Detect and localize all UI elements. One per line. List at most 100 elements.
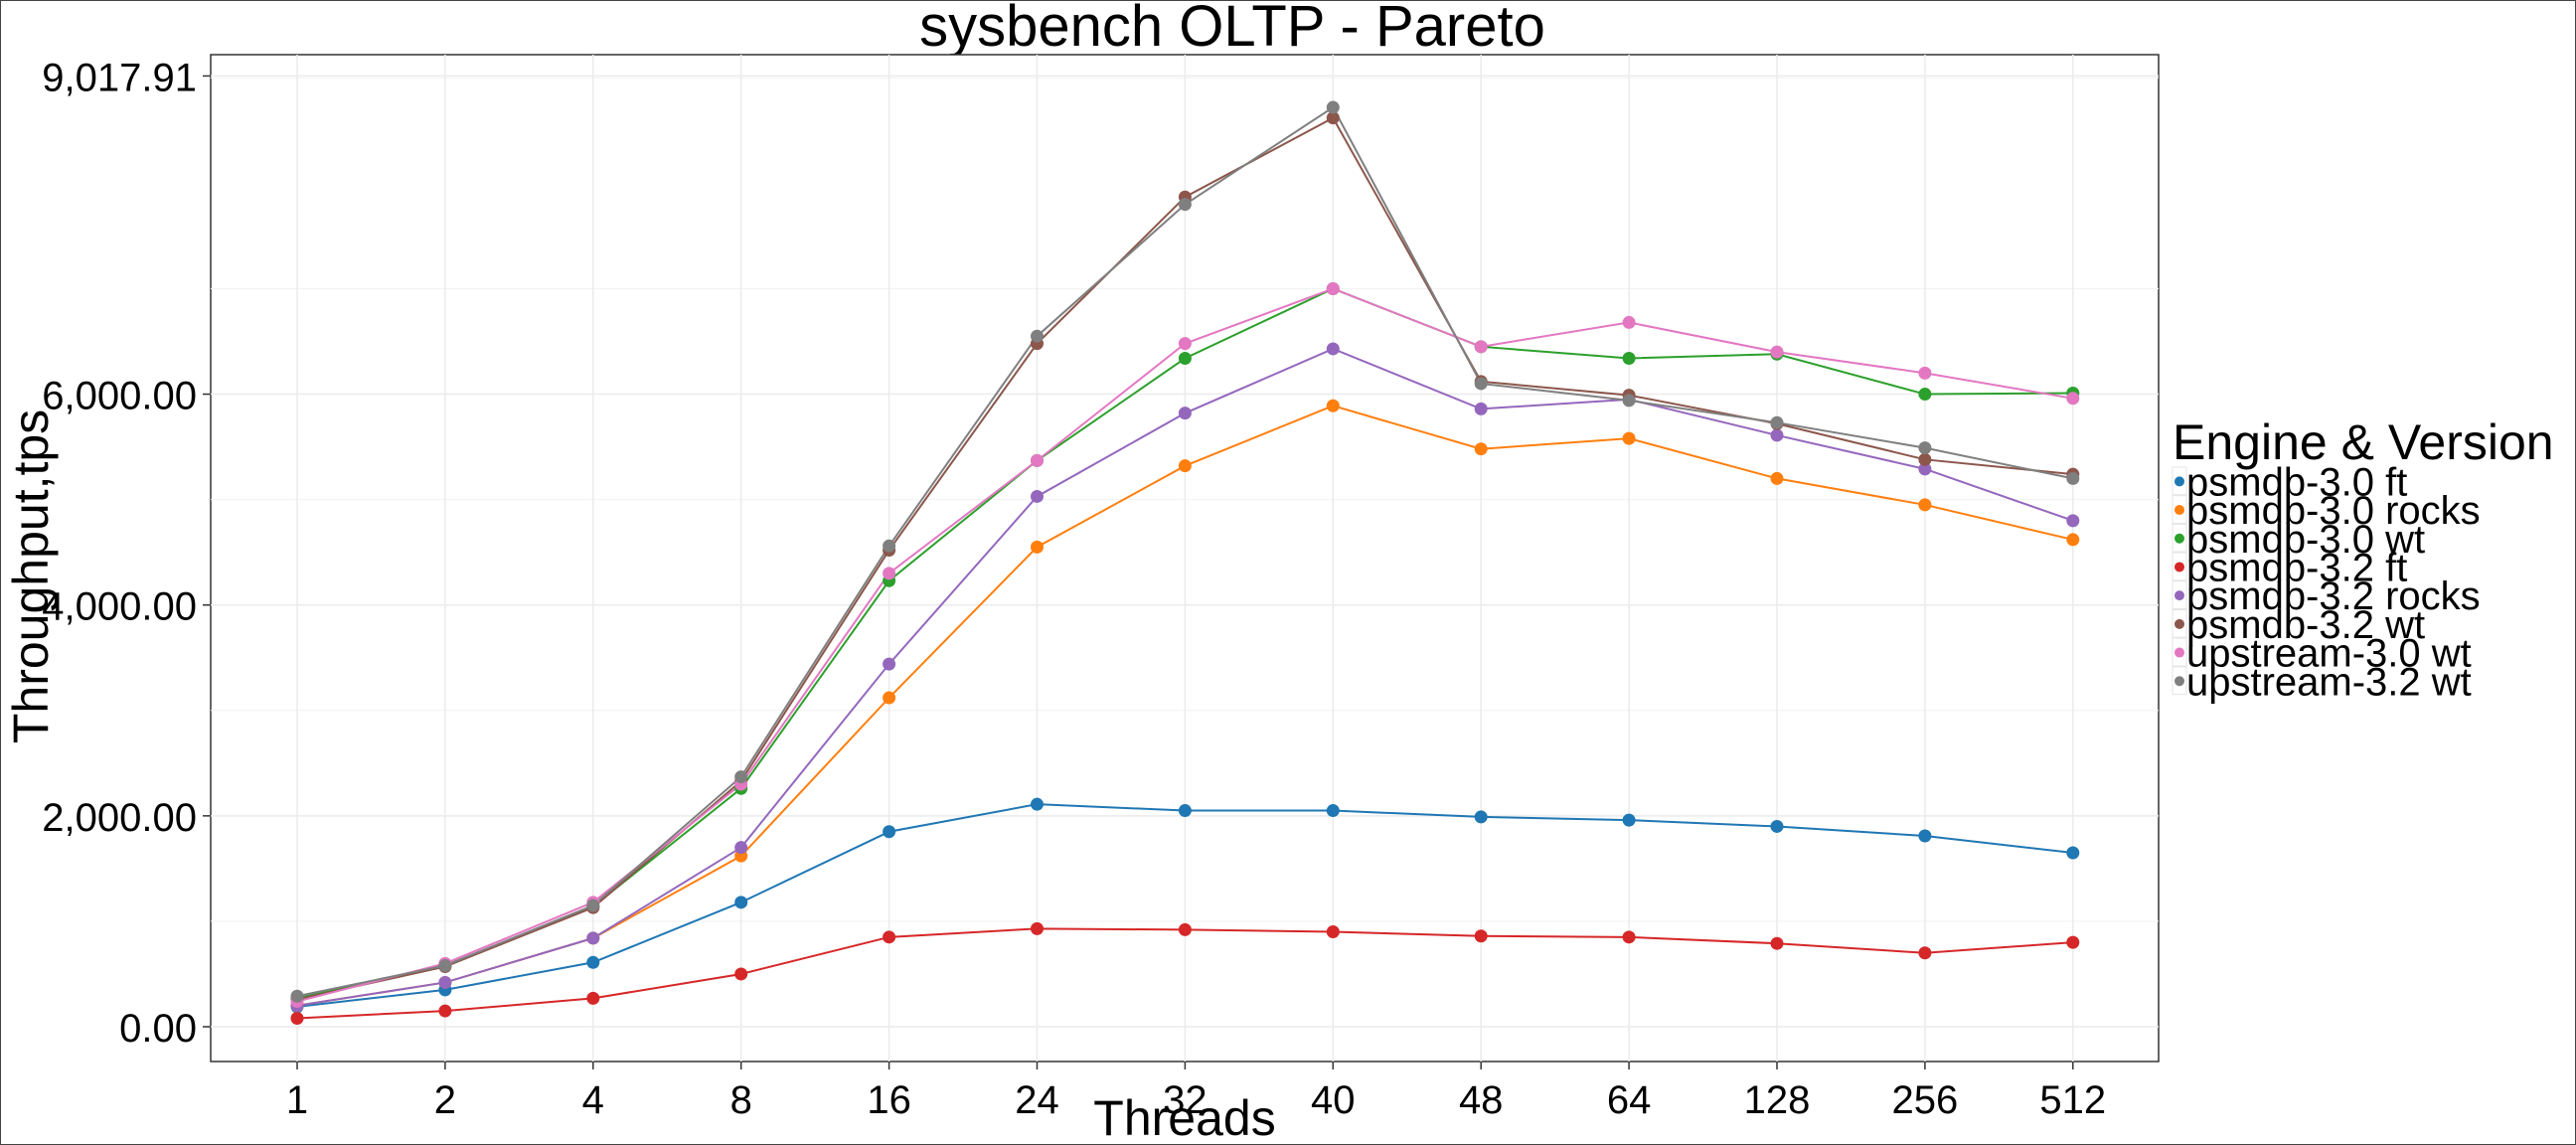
data-point-upstream-3-0-wt xyxy=(1770,345,1784,359)
legend-label: psmdb-3.2 rocks xyxy=(2186,574,2481,618)
data-point-psmdb-3-0-rocks xyxy=(1326,399,1340,412)
data-point-upstream-3-2-wt xyxy=(1474,377,1488,391)
data-point-psmdb-3-0-rocks xyxy=(1178,459,1192,473)
x-tick-label: 128 xyxy=(1744,1078,1811,1122)
y-axis: 0.00 2,000.00 4,000.00 6,000.00 9,017.91 xyxy=(42,56,211,1051)
x-tick-label: 1 xyxy=(286,1078,308,1122)
data-point-psmdb-3-0-wt xyxy=(1622,351,1636,365)
data-point-psmdb-3-2-rocks xyxy=(1031,489,1044,503)
data-point-upstream-3-2-wt xyxy=(1178,198,1192,212)
legend-marker xyxy=(2174,676,2184,687)
data-point-upstream-3-2-wt xyxy=(290,989,304,1003)
legend-marker xyxy=(2174,505,2184,516)
x-tick-label: 512 xyxy=(2039,1078,2106,1122)
data-point-upstream-3-2-wt xyxy=(1918,441,1932,455)
x-tick-label: 40 xyxy=(1311,1078,1356,1122)
data-point-psmdb-3-2-rocks xyxy=(883,657,896,671)
data-point-psmdb-3-2-rocks xyxy=(734,841,748,855)
data-point-psmdb-3-0-ft xyxy=(1474,810,1488,824)
data-point-psmdb-3-2-ft xyxy=(734,967,748,981)
data-point-psmdb-3-0-ft xyxy=(883,825,896,839)
data-point-upstream-3-0-wt xyxy=(1326,281,1340,295)
data-point-psmdb-3-0-rocks xyxy=(1770,471,1784,485)
data-point-upstream-3-2-wt xyxy=(1326,100,1340,114)
data-point-psmdb-3-0-ft xyxy=(1622,813,1636,827)
data-point-psmdb-3-2-ft xyxy=(1770,936,1784,950)
x-tick-label: 8 xyxy=(730,1078,752,1122)
legend-marker xyxy=(2174,647,2184,658)
data-point-upstream-3-2-wt xyxy=(734,770,748,784)
data-point-upstream-3-0-wt xyxy=(1474,340,1488,354)
series-points xyxy=(290,100,2080,1026)
data-point-psmdb-3-2-ft xyxy=(2066,935,2080,949)
data-point-psmdb-3-2-ft xyxy=(1918,946,1932,960)
data-point-psmdb-3-2-rocks xyxy=(2066,514,2080,528)
data-point-psmdb-3-0-ft xyxy=(734,896,748,909)
data-point-psmdb-3-0-ft xyxy=(1031,797,1044,811)
x-axis: 1 2 4 8 16 24 32 40 48 64 128 256 512 xyxy=(286,1062,2106,1122)
y-axis-label: Throughput,tps xyxy=(3,409,59,743)
data-point-upstream-3-0-wt xyxy=(1031,453,1044,467)
legend-label: psmdb-3.0 rocks xyxy=(2186,489,2481,533)
data-point-psmdb-3-2-ft xyxy=(438,1004,452,1018)
x-tick-label: 4 xyxy=(582,1078,604,1122)
grid-lines xyxy=(211,55,2159,1062)
legend-title: Engine & Version xyxy=(2173,414,2554,470)
data-point-psmdb-3-2-ft xyxy=(1326,925,1340,939)
data-point-psmdb-3-2-wt xyxy=(1326,111,1340,125)
data-point-psmdb-3-0-rocks xyxy=(1918,498,1932,512)
chart-title: sysbench OLTP - Pareto xyxy=(919,0,1545,59)
legend-label: psmdb-3.2 wt xyxy=(2186,603,2425,647)
data-point-psmdb-3-2-ft xyxy=(1178,922,1192,936)
y-tick-label: 4,000.00 xyxy=(42,585,197,629)
data-point-upstream-3-2-wt xyxy=(438,958,452,972)
data-point-psmdb-3-0-rocks xyxy=(883,691,896,705)
data-point-psmdb-3-0-rocks xyxy=(1622,431,1636,445)
data-point-psmdb-3-2-rocks xyxy=(1770,428,1784,442)
x-tick-label: 2 xyxy=(434,1078,456,1122)
data-point-psmdb-3-2-rocks xyxy=(586,931,600,945)
data-point-psmdb-3-2-ft xyxy=(1474,929,1488,943)
data-point-psmdb-3-0-rocks xyxy=(1031,540,1044,554)
legend-marker xyxy=(2174,590,2184,601)
legend-marker xyxy=(2174,562,2184,572)
data-point-psmdb-3-0-wt xyxy=(1918,388,1932,402)
data-point-psmdb-3-2-rocks xyxy=(1474,402,1488,415)
data-point-upstream-3-2-wt xyxy=(1622,394,1636,408)
legend-label: psmdb-3.2 ft xyxy=(2186,546,2407,589)
data-point-psmdb-3-2-ft xyxy=(883,930,896,944)
data-point-psmdb-3-2-rocks xyxy=(1178,407,1192,420)
legend-marker xyxy=(2174,618,2184,629)
x-tick-label: 24 xyxy=(1015,1078,1059,1122)
data-point-psmdb-3-2-wt xyxy=(1918,452,1932,466)
data-point-psmdb-3-2-ft xyxy=(1031,921,1044,935)
data-point-upstream-3-2-wt xyxy=(883,539,896,553)
data-point-upstream-3-0-wt xyxy=(883,567,896,580)
legend-label: upstream-3.0 wt xyxy=(2186,632,2472,676)
y-tick-label: 9,017.91 xyxy=(42,56,197,99)
legend-label: upstream-3.2 wt xyxy=(2186,660,2472,704)
x-tick-label: 16 xyxy=(867,1078,911,1122)
data-point-psmdb-3-0-ft xyxy=(1326,804,1340,818)
data-point-psmdb-3-0-ft xyxy=(2066,846,2080,860)
data-point-upstream-3-0-wt xyxy=(1178,337,1192,351)
data-point-psmdb-3-0-ft xyxy=(1770,819,1784,833)
data-point-psmdb-3-2-ft xyxy=(290,1012,304,1026)
data-point-psmdb-3-0-ft xyxy=(586,955,600,969)
data-point-upstream-3-0-wt xyxy=(1918,366,1932,380)
data-point-psmdb-3-0-rocks xyxy=(1474,442,1488,456)
y-tick-label: 0.00 xyxy=(119,1007,197,1051)
data-point-upstream-3-2-wt xyxy=(1031,329,1044,343)
data-point-psmdb-3-0-rocks xyxy=(2066,533,2080,547)
data-point-upstream-3-2-wt xyxy=(586,899,600,912)
data-point-psmdb-3-0-wt xyxy=(1178,351,1192,365)
data-point-psmdb-3-2-rocks xyxy=(1918,462,1932,476)
y-tick-label: 2,000.00 xyxy=(42,796,197,840)
data-point-psmdb-3-2-rocks xyxy=(438,975,452,989)
y-tick-label: 6,000.00 xyxy=(42,375,197,418)
data-point-upstream-3-2-wt xyxy=(1770,415,1784,429)
legend-marker xyxy=(2174,533,2184,544)
data-point-psmdb-3-2-rocks xyxy=(1326,342,1340,356)
